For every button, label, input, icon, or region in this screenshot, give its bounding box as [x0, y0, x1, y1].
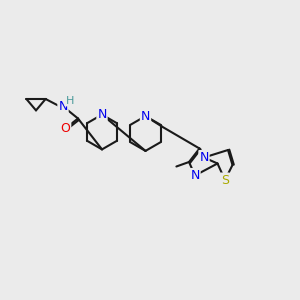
Text: N: N	[97, 108, 107, 121]
Text: O: O	[61, 122, 70, 135]
Text: N: N	[190, 169, 200, 182]
Text: N: N	[141, 110, 150, 123]
Text: N: N	[58, 100, 68, 113]
Text: H: H	[65, 95, 74, 106]
Text: N: N	[199, 151, 209, 164]
Text: S: S	[221, 173, 229, 187]
